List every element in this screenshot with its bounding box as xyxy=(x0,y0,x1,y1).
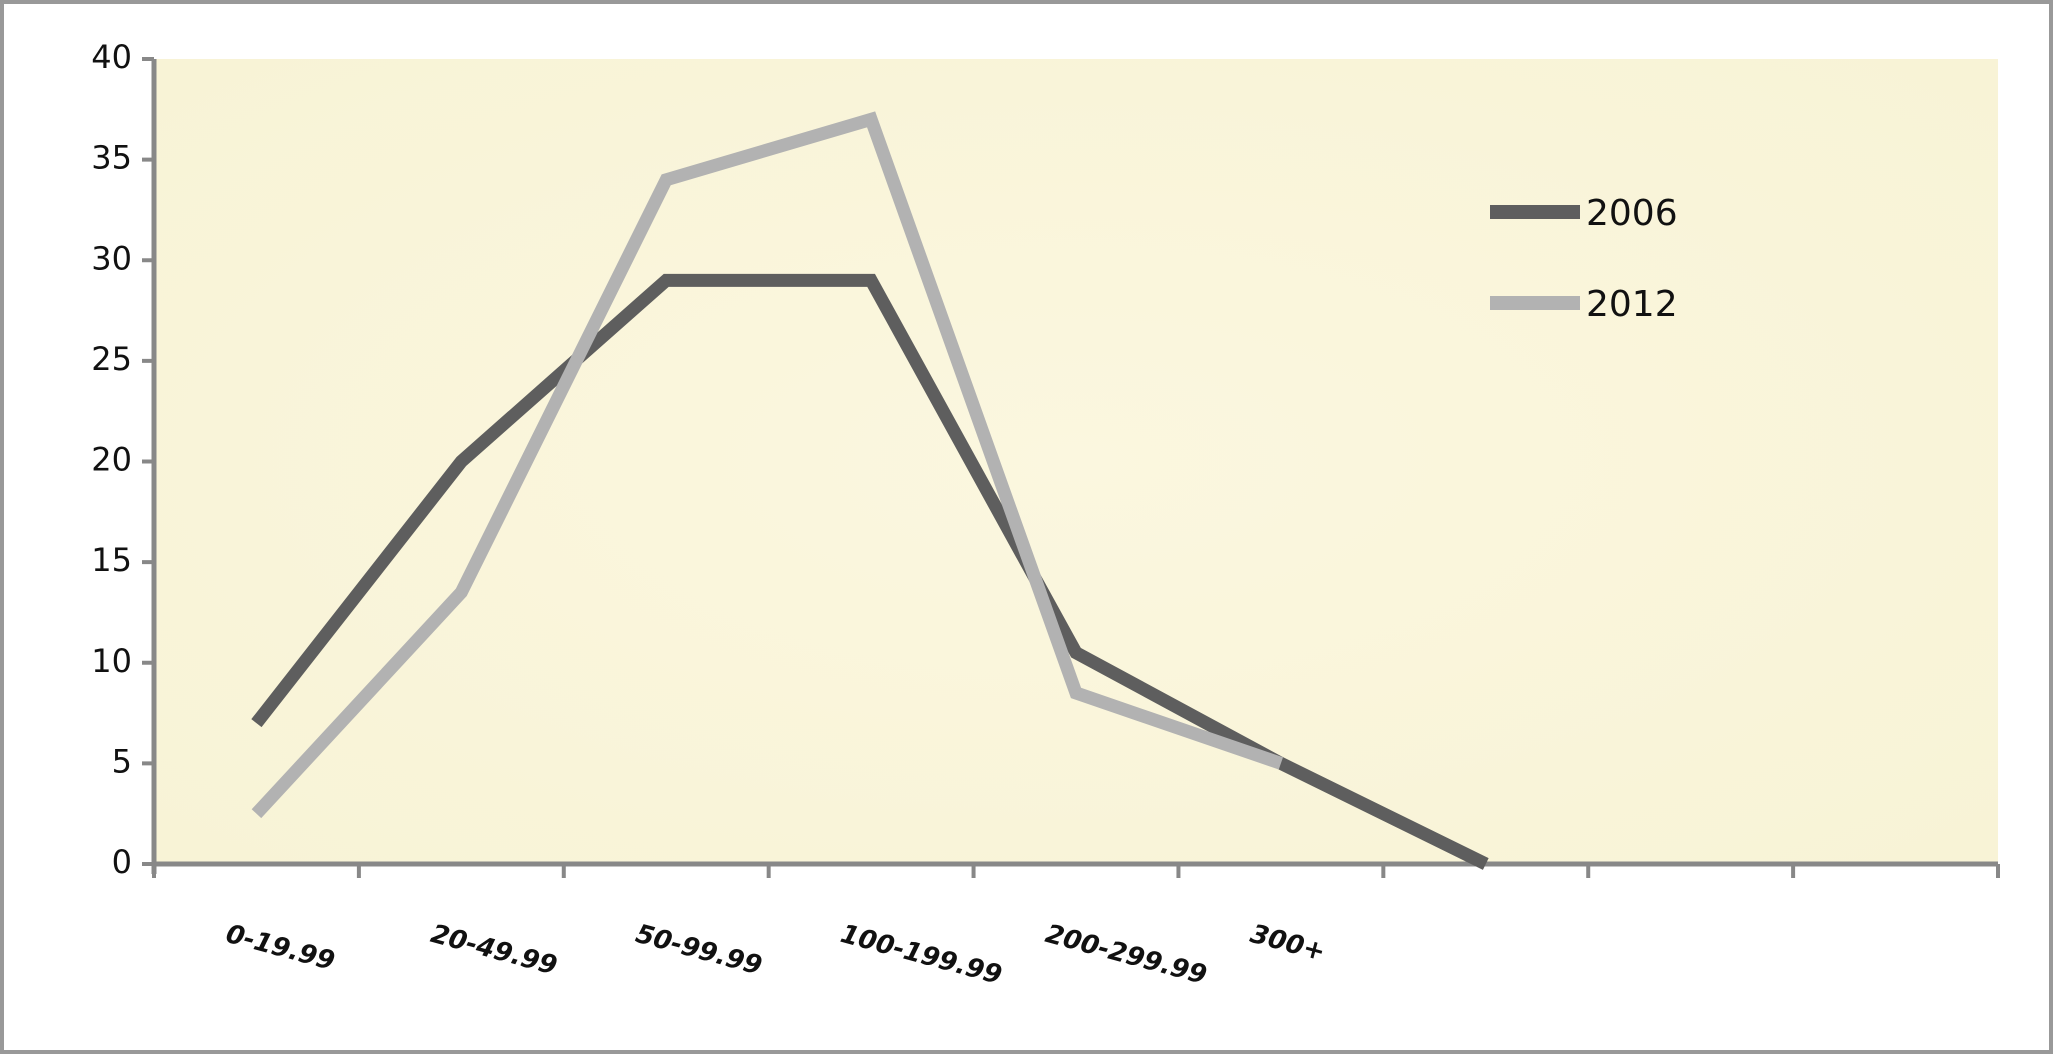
series-line xyxy=(251,111,1284,819)
y-tick-label: 15 xyxy=(91,541,132,579)
y-tick-label: 0 xyxy=(112,843,132,881)
y-tick-label: 10 xyxy=(91,642,132,680)
plot-area xyxy=(154,59,1998,864)
legend-label: 2012 xyxy=(1586,284,1678,325)
series-line xyxy=(251,273,1489,870)
legend-label: 2006 xyxy=(1586,193,1678,234)
y-tick-label: 20 xyxy=(91,441,132,479)
y-tick-label: 40 xyxy=(91,38,132,76)
y-tick-label: 35 xyxy=(91,139,132,177)
y-tick-label: 5 xyxy=(112,742,132,780)
y-tick-label: 25 xyxy=(91,340,132,378)
y-tick-label: 30 xyxy=(91,239,132,277)
